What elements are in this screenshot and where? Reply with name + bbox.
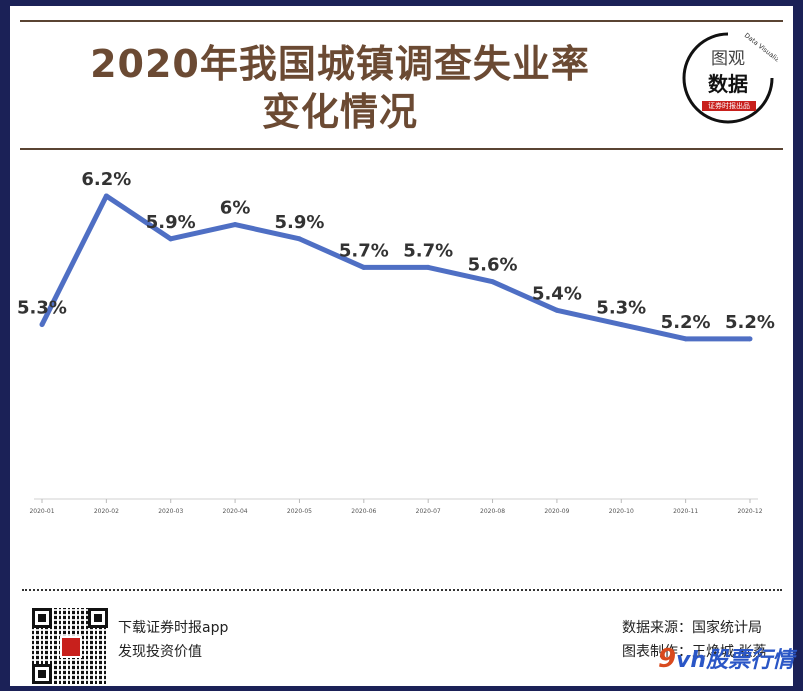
watermark: 9vh股票行情 bbox=[658, 644, 794, 676]
data-label: 5.9% bbox=[274, 212, 324, 233]
logo-text-top: 图观 bbox=[711, 49, 745, 69]
x-tick-label: 2020-04 bbox=[223, 508, 248, 515]
data-label: 5.3% bbox=[17, 298, 67, 319]
data-point bbox=[232, 222, 238, 228]
x-axis: 2020-01 2020-02 2020-03 2020-04 2020-05 2020-… bbox=[29, 498, 763, 515]
app-promo-line-1: 下载证券时报app bbox=[118, 620, 229, 636]
data-point bbox=[554, 307, 560, 313]
title-line-2: 变化情况 bbox=[261, 90, 418, 134]
title-line-1: 2020年我国城镇调查失业率 bbox=[90, 42, 590, 86]
logo-circle-icon: Data Visualization bbox=[682, 30, 778, 124]
data-point bbox=[168, 236, 174, 242]
data-label: 5.2% bbox=[661, 312, 711, 333]
data-point bbox=[490, 279, 496, 285]
data-label: 5.7% bbox=[403, 240, 453, 261]
data-labels: 5.3% 6.2% 5.9% 6% 5.9% 5.7% 5.7% 5.6% 5.4% 5.3% 5.… bbox=[17, 169, 775, 333]
data-label: 5.6% bbox=[468, 255, 518, 276]
line-chart: 2020-01 2020-02 2020-03 2020-04 2020-05 2020-… bbox=[17, 169, 775, 515]
x-tick-label: 2020-01 bbox=[29, 508, 54, 515]
chart-author: 图表制作：王焕城 张荔 bbox=[622, 644, 767, 660]
app-promo-line-2: 发现投资价值 bbox=[118, 644, 202, 660]
qr-finder-top-left bbox=[32, 608, 52, 628]
data-point bbox=[747, 336, 753, 342]
data-point bbox=[683, 336, 689, 342]
x-tick-label: 2020-10 bbox=[609, 508, 634, 515]
series-line bbox=[39, 193, 750, 342]
logo-text-main: 数据 bbox=[708, 72, 748, 96]
series-unemployment-rate bbox=[39, 193, 753, 342]
data-label: 5.7% bbox=[339, 240, 389, 261]
x-tick-label: 2020-06 bbox=[351, 508, 376, 515]
x-tick-label: 2020-12 bbox=[737, 508, 762, 515]
x-tick-label: 2020-03 bbox=[158, 508, 183, 515]
qr-center-logo bbox=[60, 636, 82, 658]
poster-frame: 2020年我国城镇调查失业率 变化情况 Data Visualization 图… bbox=[10, 6, 793, 686]
data-point bbox=[296, 236, 302, 242]
top-rule bbox=[20, 20, 783, 22]
data-source: 数据来源：国家统计局 bbox=[622, 620, 762, 636]
watermark-digit: 9 bbox=[658, 644, 677, 674]
data-label: 5.2% bbox=[725, 312, 775, 333]
dotted-divider bbox=[22, 589, 782, 591]
qr-finder-top-right bbox=[88, 608, 108, 628]
data-point bbox=[618, 322, 624, 328]
x-tick-label: 2020-07 bbox=[416, 508, 441, 515]
x-tick-label: 2020-05 bbox=[287, 508, 312, 515]
data-label: 5.3% bbox=[596, 298, 646, 319]
brand-logo: Data Visualization 图观 数据 证券时报出品 bbox=[678, 24, 778, 134]
watermark-text: vh股票行情 bbox=[676, 648, 795, 673]
x-tick-label: 2020-09 bbox=[544, 508, 569, 515]
data-point bbox=[39, 322, 45, 328]
app-promo: 下载证券时报app 发现投资价值 bbox=[118, 616, 228, 664]
data-point bbox=[103, 193, 109, 199]
qr-finder-bottom-left bbox=[32, 664, 52, 684]
x-tick-label: 2020-02 bbox=[94, 508, 119, 515]
x-tick-label: 2020-08 bbox=[480, 508, 505, 515]
data-point bbox=[425, 264, 431, 270]
data-label: 6% bbox=[220, 198, 251, 219]
data-label: 5.9% bbox=[146, 212, 196, 233]
data-label: 5.4% bbox=[532, 283, 582, 304]
credits: 数据来源：国家统计局 图表制作：王焕城 张荔 bbox=[622, 616, 766, 664]
logo-badge: 证券时报出品 bbox=[702, 101, 756, 111]
data-label: 6.2% bbox=[81, 169, 131, 190]
chart-title: 2020年我国城镇调查失业率 变化情况 bbox=[30, 40, 650, 136]
qr-code[interactable] bbox=[30, 606, 110, 686]
title-bottom-rule bbox=[20, 148, 783, 150]
x-tick-label: 2020-11 bbox=[673, 508, 698, 515]
data-point bbox=[361, 264, 367, 270]
